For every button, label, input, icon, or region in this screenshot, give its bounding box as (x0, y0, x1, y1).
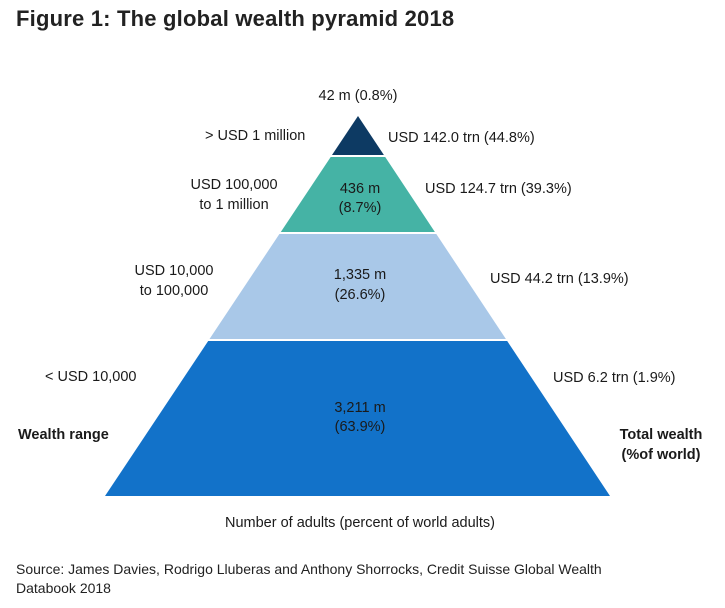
total-wealth-heading-line1: Total wealth (619, 427, 703, 443)
x-axis-label: Number of adults (percent of world adult… (225, 515, 495, 531)
wealth-label-tier-3: USD 6.2 trn (1.9%) (553, 370, 676, 386)
wealth-range-heading: Wealth range (18, 427, 109, 443)
adults-label-tier-2-line1: 1,335 m (333, 267, 387, 283)
pyramid-tier-top (332, 116, 384, 155)
source-note: Source: James Davies, Rodrigo Lluberas a… (16, 560, 706, 598)
pyramid-tier-middle (209, 234, 506, 339)
figure-title: Figure 1: The global wealth pyramid 2018 (16, 6, 455, 31)
top-adults-label: 42 m (0.8%) (318, 88, 398, 104)
adults-label-tier-1-line2: (8.7%) (338, 200, 382, 216)
range-label-tier-2-line1: USD 10,000 (134, 263, 214, 279)
wealth-label-tier-1: USD 124.7 trn (39.3%) (425, 181, 572, 197)
adults-label-tier-1-line1: 436 m (339, 181, 381, 197)
adults-label-tier-3-line2: (63.9%) (334, 419, 386, 435)
range-label-tier-0: > USD 1 million (205, 128, 306, 144)
adults-label-tier-2-line2: (26.6%) (334, 287, 386, 303)
range-label-tier-2-line2: to 100,000 (139, 283, 209, 299)
wealth-label-tier-2: USD 44.2 trn (13.9%) (490, 271, 629, 287)
adults-label-tier-3-line1: 3,211 m (334, 400, 386, 416)
wealth-label-tier-0: USD 142.0 trn (44.8%) (388, 130, 535, 146)
range-label-tier-1-line1: USD 100,000 (190, 177, 278, 193)
source-line-2: Databook 2018 (16, 580, 111, 596)
pyramid-tier-upper-middle (280, 157, 435, 232)
total-wealth-heading-line2: (%of world) (621, 447, 701, 463)
range-label-tier-3: < USD 10,000 (45, 369, 137, 385)
source-line-1: Source: James Davies, Rodrigo Lluberas a… (16, 561, 602, 577)
range-label-tier-1-line2: to 1 million (199, 197, 269, 213)
pyramid-tier-base (105, 341, 610, 496)
